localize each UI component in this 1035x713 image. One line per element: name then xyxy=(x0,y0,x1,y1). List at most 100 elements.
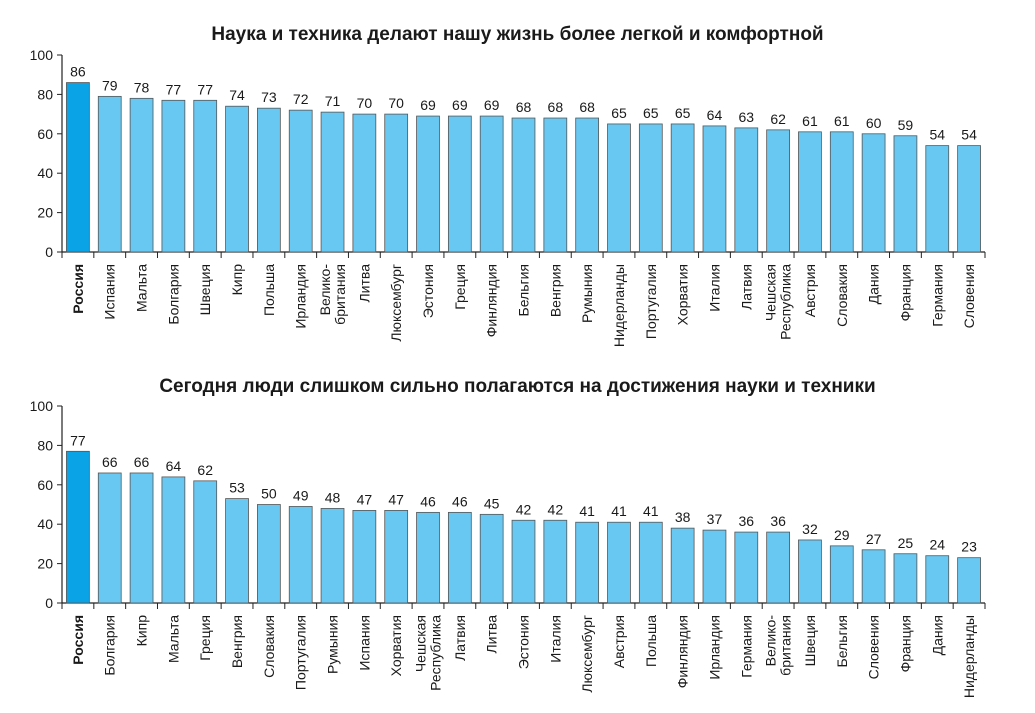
data-label: 70 xyxy=(388,95,404,111)
x-tick-label: Австрия xyxy=(611,615,627,668)
x-tick-label: Греция xyxy=(452,264,468,310)
data-label: 65 xyxy=(675,105,691,121)
data-label: 32 xyxy=(802,521,818,537)
x-tick-label: Кипр xyxy=(134,615,150,647)
x-tick-label: Бельгия xyxy=(834,615,850,667)
x-tick-label: Россия xyxy=(70,615,86,665)
x-tick-label: Германия xyxy=(738,615,754,678)
svg-text:Греция: Греция xyxy=(197,615,213,661)
data-label: 60 xyxy=(866,115,882,131)
data-label: 48 xyxy=(325,489,341,505)
bar xyxy=(670,123,695,253)
bar xyxy=(416,511,440,604)
bar xyxy=(861,549,886,604)
svg-text:Франция: Франция xyxy=(897,615,913,672)
svg-text:Кипр: Кипр xyxy=(134,615,150,647)
x-tick-label: Дания xyxy=(866,264,882,304)
x-tick-label: Польша xyxy=(261,264,277,316)
data-label: 77 xyxy=(70,432,86,448)
bar xyxy=(129,97,154,253)
x-tick-label: Россия xyxy=(70,264,86,314)
x-tick-label: Латвия xyxy=(738,264,754,310)
x-tick-label: Швеция xyxy=(197,264,213,315)
x-tick-label: Испания xyxy=(356,615,372,671)
data-label: 47 xyxy=(388,491,404,507)
bar xyxy=(766,531,790,604)
data-label: 73 xyxy=(261,89,277,105)
data-label: 37 xyxy=(707,511,723,527)
svg-text:Германия: Германия xyxy=(929,264,945,327)
x-tick-label: Болгария xyxy=(102,615,118,676)
y-tick-label: 0 xyxy=(45,244,53,260)
bar xyxy=(702,125,727,253)
data-label: 77 xyxy=(197,81,213,97)
bar xyxy=(798,131,822,253)
bar xyxy=(766,129,790,253)
svg-text:Словакия: Словакия xyxy=(261,615,277,678)
data-label: 64 xyxy=(166,458,182,474)
x-tick-label: Венгрия xyxy=(229,615,245,668)
x-tick-label: Финляндия xyxy=(675,615,691,688)
data-label: 72 xyxy=(293,91,309,107)
svg-text:Италия: Италия xyxy=(706,264,722,312)
x-tick-label: Португалия xyxy=(643,264,659,339)
svg-text:Испания: Испания xyxy=(356,615,372,671)
data-label: 78 xyxy=(134,79,150,95)
data-label: 36 xyxy=(770,513,786,529)
svg-text:Венгрия: Венгрия xyxy=(229,615,245,668)
svg-text:Чешская: Чешская xyxy=(413,615,429,672)
bar xyxy=(352,510,377,604)
data-label: 27 xyxy=(866,531,882,547)
data-label: 62 xyxy=(770,111,786,127)
svg-text:Чешская: Чешская xyxy=(763,264,779,321)
svg-text:Ирландия: Ирландия xyxy=(293,264,309,329)
data-label: 64 xyxy=(707,107,723,123)
data-label: 42 xyxy=(548,501,564,517)
data-label: 65 xyxy=(643,105,659,121)
x-tick-label: Венгрия xyxy=(547,264,563,317)
y-tick-label: 40 xyxy=(37,165,53,181)
data-label: 23 xyxy=(961,539,977,555)
bar xyxy=(225,498,249,604)
bar xyxy=(607,123,631,253)
data-label: 69 xyxy=(452,97,468,113)
y-tick-label: 20 xyxy=(37,556,53,572)
svg-text:британия: британия xyxy=(778,615,794,676)
bar-chart-bottom: 0 20 40 60 80 100 77 Россия 66 Болгария 66 Кипр 64 Ма… xyxy=(30,398,986,698)
bar xyxy=(511,519,536,604)
bar xyxy=(543,117,568,253)
x-tick-label: Швеция xyxy=(802,615,818,666)
svg-text:Швеция: Швеция xyxy=(802,615,818,666)
bar xyxy=(925,145,950,253)
svg-text:Хорватия: Хорватия xyxy=(675,264,691,325)
y-tick-label: 60 xyxy=(37,477,53,493)
svg-text:Австрия: Австрия xyxy=(802,264,818,317)
bar xyxy=(416,115,440,253)
svg-text:Финляндия: Финляндия xyxy=(484,264,500,337)
svg-text:Словакия: Словакия xyxy=(834,264,850,327)
data-label: 25 xyxy=(898,535,914,551)
data-label: 66 xyxy=(102,454,118,470)
data-label: 86 xyxy=(70,64,86,80)
bar xyxy=(193,480,218,604)
bar xyxy=(66,82,90,253)
svg-text:Бельгия: Бельгия xyxy=(834,615,850,667)
data-label: 29 xyxy=(834,527,850,543)
x-tick-label: Португалия xyxy=(293,615,309,690)
svg-text:Бельгия: Бельгия xyxy=(516,264,532,316)
x-tick-label: Франция xyxy=(897,615,913,672)
data-label: 79 xyxy=(102,77,118,93)
svg-text:Швеция: Швеция xyxy=(197,264,213,315)
data-label: 68 xyxy=(579,99,595,115)
x-tick-label: Люксембург xyxy=(388,264,404,342)
svg-text:Румыния: Румыния xyxy=(325,615,341,674)
y-tick-label: 100 xyxy=(30,47,54,63)
chart-title: Сегодня люди слишком сильно полагаются н… xyxy=(159,376,876,397)
x-tick-label: Нидерланды xyxy=(961,615,977,698)
svg-text:британия: британия xyxy=(332,264,348,325)
x-tick-label: Польша xyxy=(643,615,659,667)
bar xyxy=(479,513,504,604)
x-tick-label: Ирландия xyxy=(293,264,309,329)
bar xyxy=(702,529,727,604)
bar xyxy=(511,117,536,253)
